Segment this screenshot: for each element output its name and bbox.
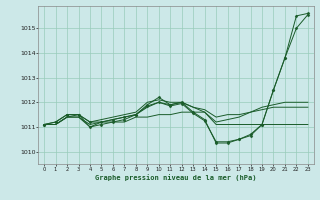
X-axis label: Graphe pression niveau de la mer (hPa): Graphe pression niveau de la mer (hPa) bbox=[95, 174, 257, 181]
